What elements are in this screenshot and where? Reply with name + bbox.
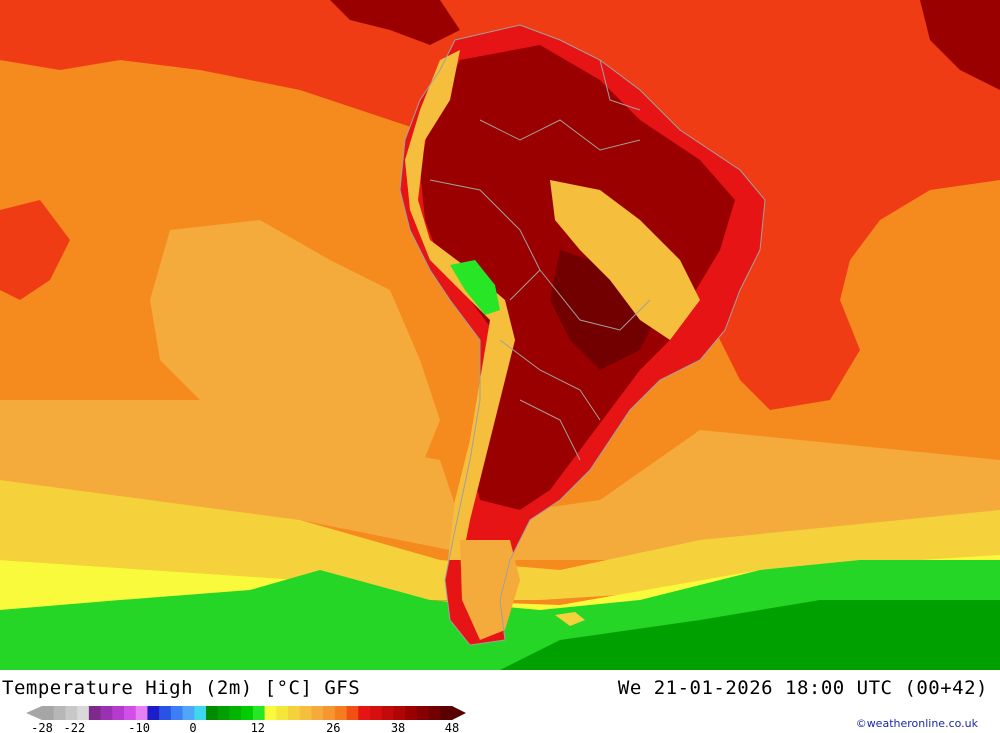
legend-swatch xyxy=(217,706,230,720)
ocean-darkgreen-band xyxy=(500,600,1000,670)
credit-link[interactable]: ©weatheronline.co.uk xyxy=(855,717,978,730)
color-legend: -28 -22 -10 0 12 26 38 48 xyxy=(26,706,466,733)
legend-tick-label: 12 xyxy=(251,721,265,733)
legend-swatch xyxy=(135,706,148,720)
legend-swatch xyxy=(100,706,113,720)
legend-swatch xyxy=(112,706,125,720)
temperature-map xyxy=(0,0,1000,670)
legend-tick-label: 48 xyxy=(445,721,459,733)
map-title: Temperature High (2m) [°C] GFS xyxy=(2,677,361,699)
legend-swatch xyxy=(346,706,359,720)
legend-swatches xyxy=(26,706,466,720)
ocean-hot-pocket-west xyxy=(0,200,70,300)
legend-swatch xyxy=(252,706,266,720)
legend-swatch xyxy=(393,706,406,720)
legend-swatch xyxy=(370,706,383,720)
legend-swatch xyxy=(124,706,137,720)
legend-swatch xyxy=(334,706,348,720)
ocean-light-band xyxy=(0,400,1000,560)
legend-swatch xyxy=(53,706,66,720)
legend-swatch xyxy=(428,706,441,720)
legend-swatch xyxy=(416,706,430,720)
legend-swatch xyxy=(405,706,418,720)
legend-tick-label: 0 xyxy=(189,721,196,733)
legend-swatch xyxy=(276,706,289,720)
legend-swatch xyxy=(182,706,195,720)
legend-swatch xyxy=(311,706,324,720)
country-borders xyxy=(399,24,766,646)
legend-swatch xyxy=(206,706,219,720)
legend-swatch xyxy=(323,706,336,720)
andes-cool-strip xyxy=(405,50,515,560)
legend-swatch xyxy=(77,706,90,720)
legend-tick-label: -10 xyxy=(128,721,150,733)
ocean-yellow-band xyxy=(0,480,1000,600)
falkland-islands xyxy=(555,612,585,626)
legend-swatch xyxy=(288,706,301,720)
legend-swatch xyxy=(42,706,55,720)
legend-swatch xyxy=(358,706,371,720)
andes-green-altiplano xyxy=(450,260,500,315)
legend-swatch xyxy=(241,706,254,720)
legend-swatch xyxy=(264,706,277,720)
legend-swatch xyxy=(88,706,102,720)
valid-datetime: We 21-01-2026 18:00 UTC (00+42) xyxy=(617,677,988,699)
legend-swatch xyxy=(440,706,453,720)
legend-swatch xyxy=(299,706,312,720)
legend-tick-label: -22 xyxy=(64,721,86,733)
land-central-america xyxy=(330,0,460,45)
legend-arrow-high xyxy=(452,706,466,720)
legend-tick-label: 38 xyxy=(391,721,405,733)
legend-swatch xyxy=(65,706,78,720)
legend-swatch xyxy=(381,706,394,720)
legend-swatch xyxy=(147,706,160,720)
legend-swatch xyxy=(170,706,184,720)
legend-arrow-low xyxy=(26,706,42,720)
patagonia-cool xyxy=(460,540,520,640)
legend-swatch xyxy=(194,706,207,720)
land-north-africa-corner xyxy=(920,0,1000,90)
legend-ticks: -28 -22 -10 0 12 26 38 48 xyxy=(31,721,459,733)
legend-tick-label: 26 xyxy=(326,721,340,733)
legend-tick-label: -28 xyxy=(31,721,53,733)
land-hottest xyxy=(550,250,660,370)
ocean-warm-east xyxy=(740,200,840,380)
land-warm-east xyxy=(550,180,700,340)
legend-swatch xyxy=(159,706,172,720)
legend-swatch xyxy=(229,706,242,720)
